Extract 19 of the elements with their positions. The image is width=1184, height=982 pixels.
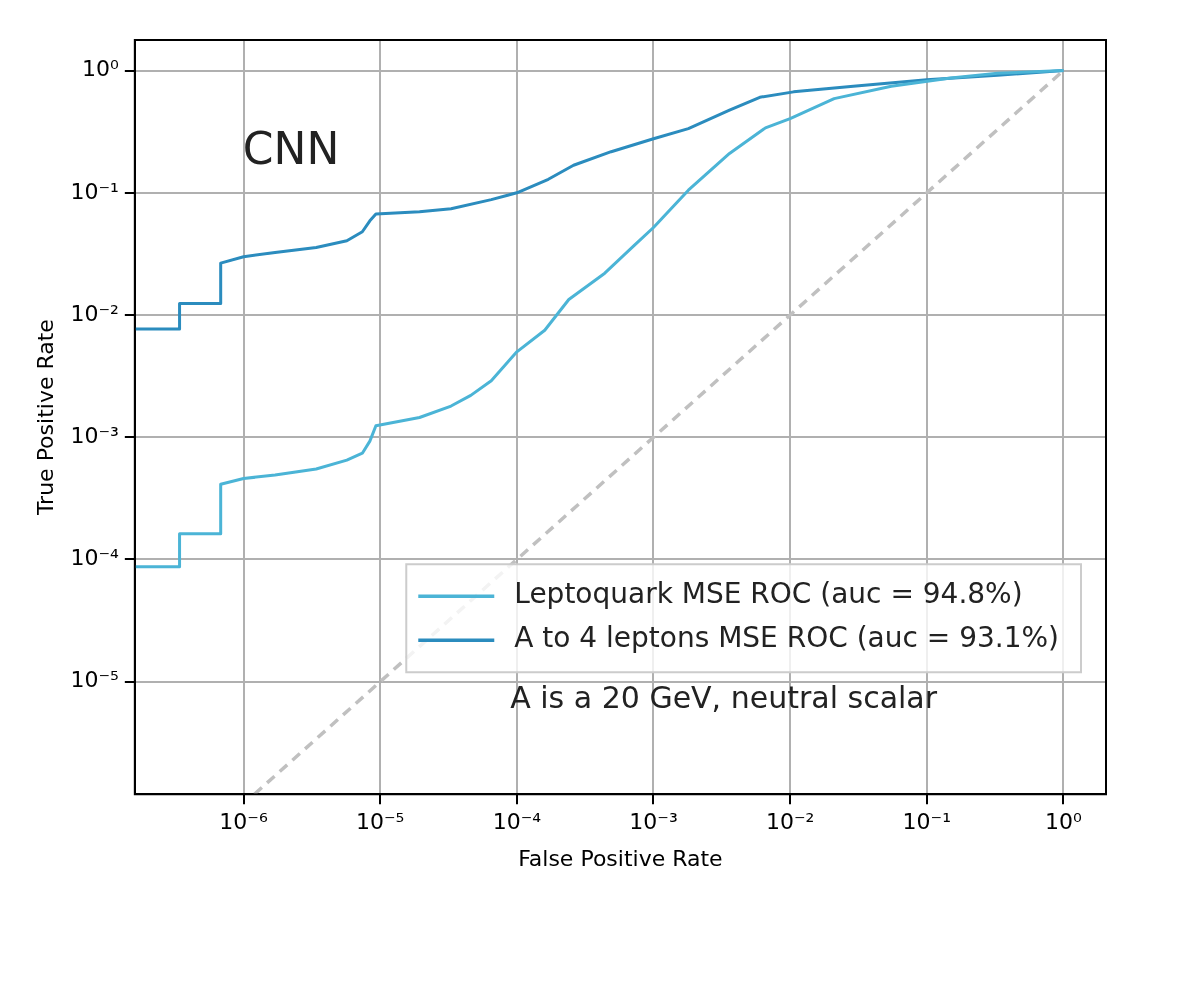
x-tick-label: 10⁻² (765, 809, 815, 835)
y-tick-label: 10⁻⁵ (70, 667, 119, 693)
x-tick-label: 10⁻³ (629, 809, 678, 835)
y-axis-title: True Positive Rate (32, 319, 58, 517)
x-tick-label: 10⁻⁶ (219, 809, 268, 835)
y-tick-label: 10⁻² (70, 300, 119, 326)
y-tick-label: 10⁻¹ (70, 178, 119, 204)
x-tick-label: 10⁻¹ (902, 809, 951, 835)
x-tick-label: 10⁻⁵ (355, 809, 405, 835)
y-tick-label: 10⁰ (82, 56, 119, 82)
y-tick-label: 10⁻³ (70, 422, 119, 448)
legend-label: A to 4 leptons MSE ROC (auc = 93.1%) (514, 621, 1060, 655)
legend-label: Leptoquark MSE ROC (auc = 94.8%) (514, 577, 1023, 611)
x-tick-label: 10⁻⁴ (492, 809, 542, 835)
annotation: CNN (242, 123, 340, 175)
annotation: A is a 20 GeV, neutral scalar (510, 680, 938, 715)
y-tick-label: 10⁻⁴ (70, 545, 119, 571)
x-axis-title: False Positive Rate (518, 845, 723, 871)
x-tick-label: 10⁰ (1044, 809, 1082, 835)
